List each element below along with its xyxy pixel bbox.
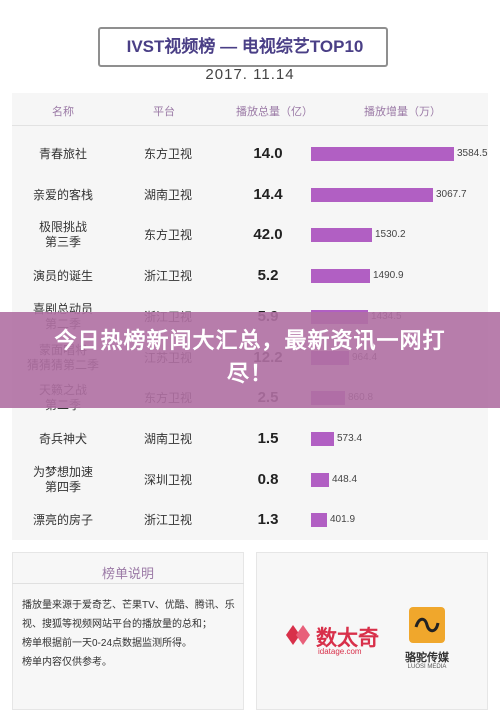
notes-body: 播放量来源于爱奇艺、芒果TV、优酷、腾讯、乐视、搜狐等视频网站平台的播放量的总和…	[22, 596, 236, 672]
chart-date: 2017. 11.14	[205, 66, 295, 83]
datage-logo-icon	[286, 625, 310, 645]
row-increase-value: 3584.5	[457, 148, 488, 159]
row-name: 奇兵神犬	[38, 431, 87, 446]
row-platform: 深圳卫视	[143, 473, 192, 487]
row-total: 14.0	[253, 145, 283, 162]
row-total: 5.2	[257, 267, 279, 284]
headline-banner-text[interactable]: 今日热榜新闻大汇总，最新资讯一网打尽！	[54, 328, 446, 386]
row-name: 亲爱的客栈	[32, 187, 93, 202]
headline-banner[interactable]	[0, 312, 500, 408]
luosi-logo-sub: LUOSI MEDIA	[407, 664, 447, 670]
header-divider	[12, 125, 488, 126]
row-name: 为梦想加速 第四季	[32, 465, 93, 494]
luosi-logo-icon	[409, 607, 445, 643]
row-increase-value: 573.4	[337, 433, 363, 444]
row-name: 极限挑战 第三季	[38, 220, 87, 249]
notes-line: 榜单根据前一天0-24点数据监测所得。	[22, 638, 193, 649]
notes-card	[12, 552, 244, 710]
column-header-increase: 播放增量（万）	[364, 106, 441, 118]
row-platform: 浙江卫视	[143, 513, 192, 527]
row-platform: 湖南卫视	[143, 188, 192, 202]
row-platform: 东方卫视	[143, 147, 192, 161]
row-platform: 东方卫视	[143, 228, 192, 242]
notes-line: 榜单内容仅供参考。	[22, 657, 112, 668]
row-increase-value: 401.9	[330, 514, 356, 525]
row-name: 漂亮的房子	[32, 512, 93, 527]
row-total: 1.3	[257, 511, 279, 528]
column-header-name: 名称	[52, 106, 74, 118]
column-header-total: 播放总量（亿）	[236, 106, 313, 118]
row-total: 1.5	[257, 430, 279, 447]
row-total: 42.0	[253, 226, 283, 243]
chart-header: IVST视频榜 — 电视综艺TOP10 2017. 11.14	[0, 0, 500, 92]
row-platform: 浙江卫视	[143, 269, 192, 283]
row-increase-bar	[311, 473, 329, 487]
row-total: 0.8	[257, 471, 279, 488]
row-increase-bar	[311, 228, 372, 242]
notes-title: 榜单说明	[101, 566, 154, 581]
row-name: 演员的诞生	[32, 268, 93, 283]
row-increase-bar	[311, 147, 454, 161]
row-platform: 湖南卫视	[143, 432, 192, 446]
row-increase-bar	[311, 432, 334, 446]
chart-title-box: IVST视频榜 — 电视综艺TOP10	[98, 27, 388, 67]
notes-divider	[12, 583, 244, 584]
row-increase-value: 3067.7	[436, 189, 467, 200]
chart-title: IVST视频榜 — 电视综艺TOP10	[126, 37, 364, 56]
row-increase-bar	[311, 269, 370, 283]
row-increase-value: 1490.9	[373, 270, 404, 281]
datage-logo-url: idatage.com	[318, 647, 362, 656]
datage-logo-text: 数太奇	[316, 627, 379, 650]
notes-line: 播放量来源于爱奇艺、芒果TV、优酷、腾讯、乐视、搜狐等视频网站平台的播放量的总和…	[22, 600, 235, 630]
column-header-platform: 平台	[153, 106, 175, 118]
row-name: 青春旅社	[38, 146, 87, 161]
row-increase-value: 448.4	[332, 474, 358, 485]
row-increase-value: 1530.2	[375, 229, 406, 240]
row-increase-bar	[311, 513, 327, 527]
row-increase-bar	[311, 188, 433, 202]
row-total: 14.4	[253, 186, 283, 203]
luosi-logo-text: 骆驼传媒	[405, 652, 449, 664]
